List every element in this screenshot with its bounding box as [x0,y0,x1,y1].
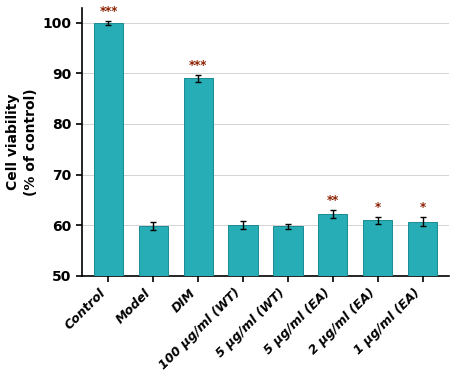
Text: *: * [374,201,381,214]
Bar [273,226,303,378]
Text: *: * [420,201,425,214]
Y-axis label: Cell viability
(% of control): Cell viability (% of control) [5,88,38,195]
Bar [94,23,123,378]
Bar [184,79,213,378]
Text: ***: *** [99,5,118,18]
Bar [318,214,347,378]
Bar [139,226,168,378]
Text: ***: *** [189,59,207,72]
Bar [408,222,437,378]
Bar [363,220,392,378]
Bar [228,225,258,378]
Text: **: ** [327,194,339,207]
